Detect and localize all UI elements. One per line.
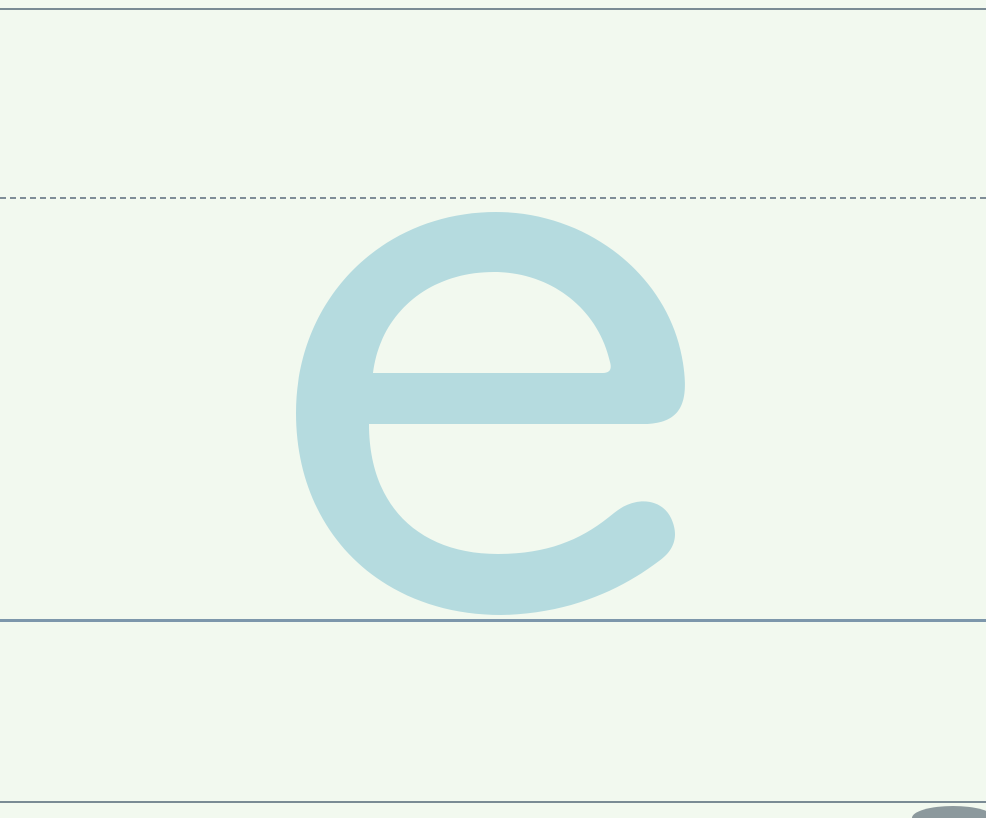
- descender-guide-line: [0, 801, 986, 803]
- corner-shape: [912, 806, 986, 818]
- letter-e-path: [296, 212, 685, 615]
- midline-dashed: [0, 197, 986, 199]
- baseline: [0, 619, 986, 622]
- top-guide-line: [0, 8, 986, 10]
- letter-e-glyph: [296, 212, 685, 615]
